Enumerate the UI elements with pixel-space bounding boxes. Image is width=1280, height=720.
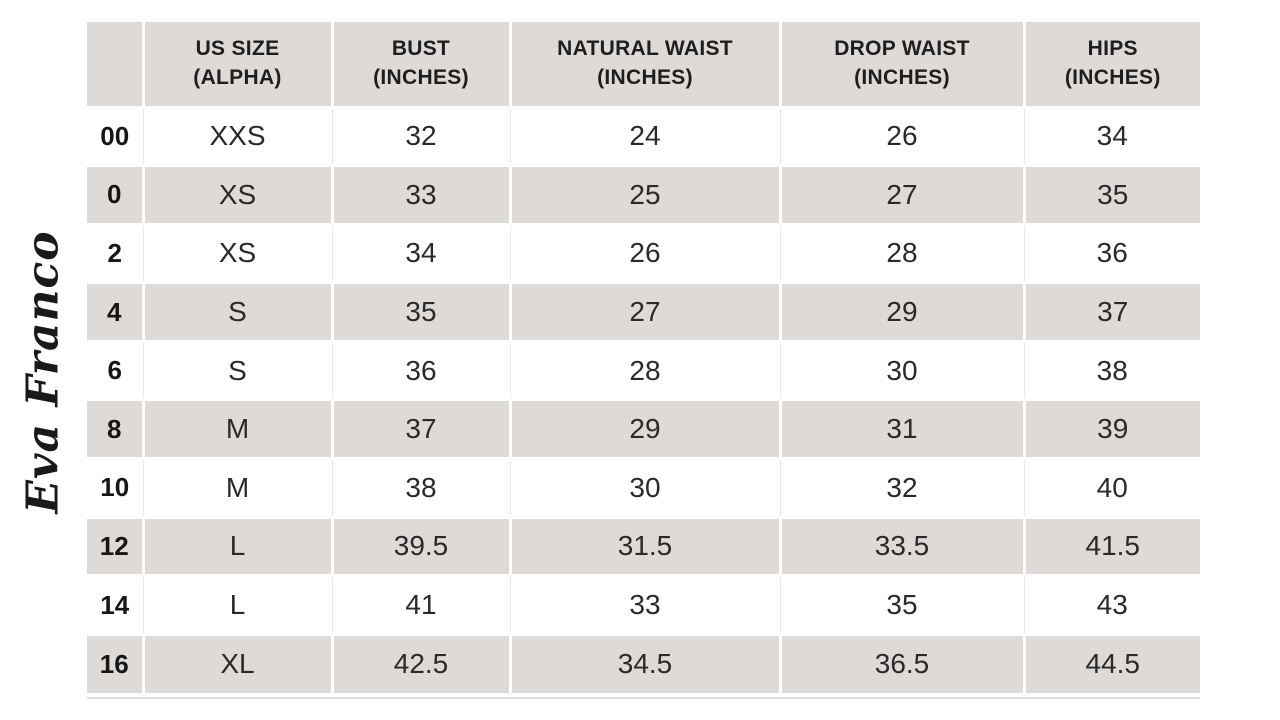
cell-drop-waist: 26 (779, 106, 1025, 167)
cell-drop-waist: 31 (778, 398, 1026, 461)
header-line-2: (INCHES) (597, 65, 693, 89)
cell-hips: 43 (1023, 575, 1201, 635)
cell-hips: 39 (1022, 398, 1202, 461)
table-row: 6 S 36 28 30 38 (86, 340, 1201, 401)
cell-natural-waist: 27 (508, 281, 782, 343)
column-header-hips: HIPS (INCHES) (1022, 20, 1202, 109)
cell-us-size: 16 (85, 632, 145, 695)
cell-drop-waist: 33.5 (778, 515, 1026, 578)
cell-natural-waist: 24 (509, 106, 781, 167)
cell-bust: 37 (330, 398, 512, 461)
cell-alpha-size: M (141, 398, 334, 461)
cell-natural-waist: 29 (508, 398, 782, 461)
header-line-2: (INCHES) (373, 65, 469, 89)
cell-hips: 44.5 (1022, 632, 1202, 695)
cell-drop-waist: 30 (779, 340, 1025, 401)
cell-hips: 38 (1023, 340, 1201, 401)
column-header-bust: BUST (INCHES) (330, 20, 512, 109)
cell-natural-waist: 25 (508, 164, 782, 226)
cell-us-size: 8 (85, 398, 145, 461)
cell-natural-waist: 28 (509, 340, 781, 401)
cell-bust: 39.5 (330, 515, 512, 578)
cell-us-size: 4 (85, 281, 145, 343)
cell-natural-waist: 34.5 (508, 632, 782, 695)
cell-natural-waist: 31.5 (508, 515, 782, 578)
cell-alpha-size: L (141, 515, 334, 578)
cell-bust: 36 (331, 340, 511, 401)
cell-drop-waist: 27 (778, 164, 1026, 226)
cell-bust: 35 (330, 281, 512, 343)
table-row: 0 XS 33 25 27 35 (85, 164, 1202, 226)
cell-hips: 41.5 (1022, 515, 1202, 578)
brand-logo: Eva Franco (17, 230, 69, 514)
cell-alpha-size: XXS (142, 106, 333, 167)
header-line-1: US SIZE (195, 37, 280, 61)
cell-alpha-size: S (141, 281, 334, 343)
cell-us-size: 0 (85, 164, 145, 226)
header-line-1: NATURAL WAIST (557, 37, 733, 61)
cell-hips: 37 (1022, 281, 1202, 343)
size-table-body: 00 XXS 32 24 26 34 0 XS 33 25 27 35 2 XS 34 26 28 36 4 S 35 2… (85, 106, 1202, 695)
cell-hips: 34 (1023, 106, 1201, 167)
table-row: 2 XS 34 26 28 36 (86, 223, 1201, 284)
header-line-1: HIPS (1087, 37, 1138, 61)
cell-natural-waist: 33 (509, 575, 781, 635)
size-chart-container: US SIZE (ALPHA) BUST (INCHES) NATURAL WA… (85, 20, 1202, 695)
table-row: 16 XL 42.5 34.5 36.5 44.5 (85, 632, 1202, 695)
size-chart-table: US SIZE (ALPHA) BUST (INCHES) NATURAL WA… (85, 20, 1202, 695)
column-header-us-size (85, 20, 145, 109)
cell-us-size: 14 (86, 575, 144, 635)
cell-drop-waist: 29 (778, 281, 1026, 343)
cell-drop-waist: 32 (779, 458, 1025, 518)
header-line-1: BUST (391, 37, 451, 61)
cell-us-size: 2 (86, 223, 144, 284)
cell-bust: 42.5 (330, 632, 512, 695)
cell-natural-waist: 26 (509, 223, 781, 284)
cell-us-size: 6 (86, 340, 144, 401)
column-header-alpha: US SIZE (ALPHA) (141, 20, 334, 109)
cell-bust: 32 (331, 106, 511, 167)
table-row: 12 L 39.5 31.5 33.5 41.5 (85, 515, 1202, 578)
cell-bust: 34 (331, 223, 511, 284)
cell-us-size: 10 (86, 458, 144, 518)
cell-alpha-size: XS (141, 164, 334, 226)
cell-drop-waist: 35 (779, 575, 1025, 635)
cell-hips: 40 (1023, 458, 1201, 518)
cell-us-size: 12 (85, 515, 145, 578)
cell-alpha-size: L (142, 575, 333, 635)
table-row: 00 XXS 32 24 26 34 (86, 106, 1201, 167)
cell-alpha-size: M (142, 458, 333, 518)
column-header-natural-waist: NATURAL WAIST (INCHES) (508, 20, 782, 109)
cell-us-size: 00 (86, 106, 144, 167)
cell-drop-waist: 36.5 (778, 632, 1026, 695)
cell-bust: 38 (331, 458, 511, 518)
table-row: 4 S 35 27 29 37 (85, 281, 1202, 343)
table-row: 8 M 37 29 31 39 (85, 398, 1202, 461)
table-bottom-divider (87, 697, 1200, 699)
cell-alpha-size: S (142, 340, 333, 401)
cell-hips: 36 (1023, 223, 1201, 284)
header-line-2: (ALPHA) (193, 65, 282, 89)
column-header-drop-waist: DROP WAIST (INCHES) (778, 20, 1026, 109)
cell-drop-waist: 28 (779, 223, 1025, 284)
cell-bust: 33 (330, 164, 512, 226)
size-table-header: US SIZE (ALPHA) BUST (INCHES) NATURAL WA… (85, 20, 1202, 109)
header-line-2: (INCHES) (854, 65, 950, 89)
cell-bust: 41 (331, 575, 511, 635)
cell-natural-waist: 30 (509, 458, 781, 518)
header-row: US SIZE (ALPHA) BUST (INCHES) NATURAL WA… (85, 20, 1202, 109)
cell-alpha-size: XS (142, 223, 333, 284)
cell-hips: 35 (1022, 164, 1202, 226)
table-row: 14 L 41 33 35 43 (86, 575, 1201, 635)
header-line-2: (INCHES) (1064, 65, 1161, 89)
table-row: 10 M 38 30 32 40 (86, 458, 1201, 518)
header-line-1: DROP WAIST (834, 37, 970, 61)
cell-alpha-size: XL (141, 632, 334, 695)
